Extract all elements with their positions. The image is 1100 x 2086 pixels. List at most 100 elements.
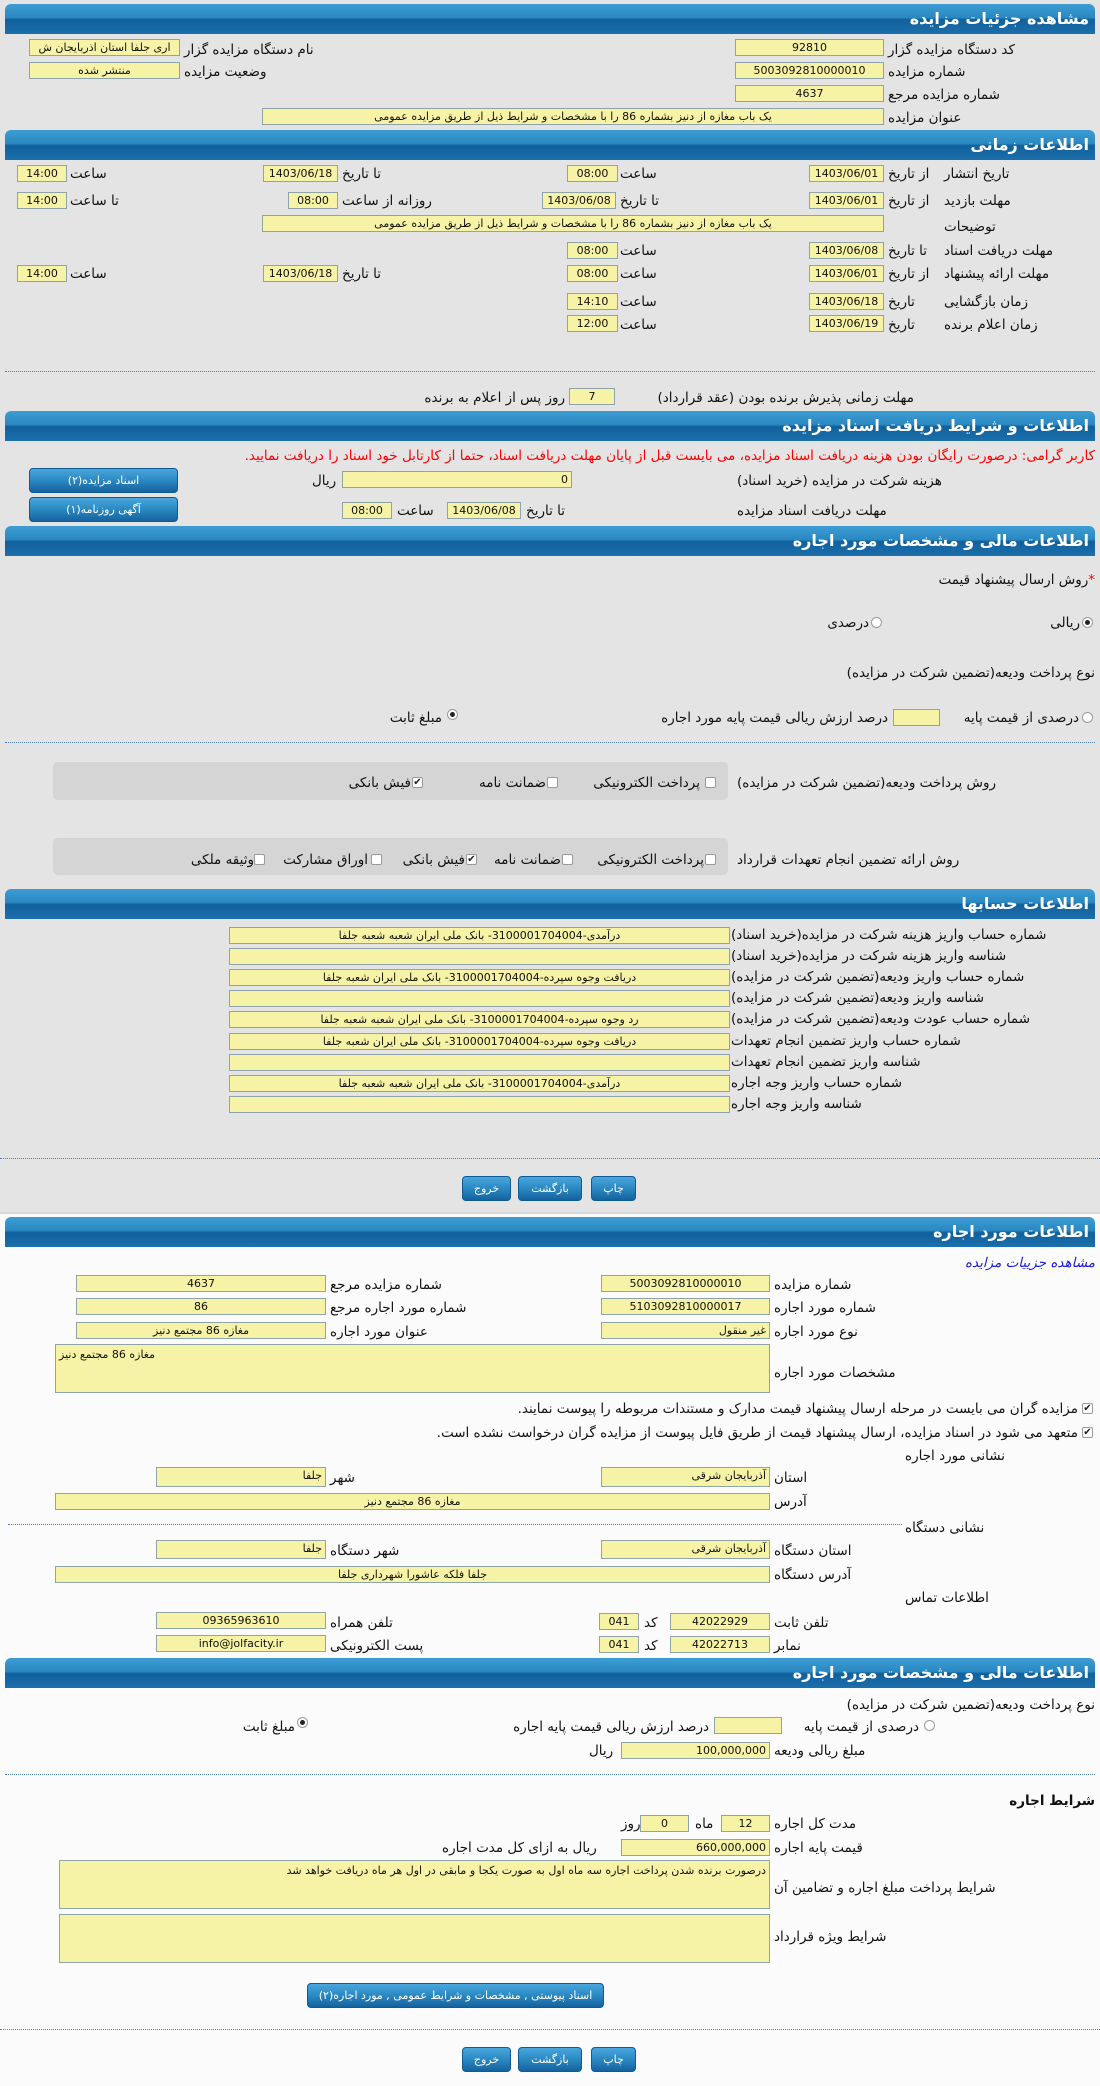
duration-months-field[interactable]: 12 [721,1815,770,1832]
account-field[interactable] [229,948,730,965]
guarantee-electronic-checkbox[interactable] [705,854,716,865]
duration-days-field[interactable]: 0 [640,1815,689,1832]
description-field[interactable]: یک باب مغازه از دنیز بشماره 86 را با مشخ… [262,215,884,232]
exit-button[interactable]: خروج [462,1176,511,1201]
opening-time[interactable]: 14:10 [567,293,618,310]
guarantee-letter-label: ضمانت نامه [493,852,561,868]
phone-field[interactable]: 42022929 [670,1613,770,1630]
auction-subject-field[interactable]: یک باب مغازه از دنیز بشماره 86 را با مشخ… [262,108,884,125]
no-file-offer-checkbox[interactable]: ✔ [1082,1427,1093,1438]
fee-field[interactable]: 0 [342,471,572,488]
account-field[interactable]: دریافت وجوه سپرده-3100001704004- بانک مل… [229,1033,730,1050]
account-field[interactable]: درآمدی-3100001704004- بانک ملی ایران شعب… [229,1075,730,1092]
account-field[interactable] [229,1054,730,1071]
account-field[interactable]: دریافت وجوه سپرده-3100001704004- بانک مل… [229,969,730,986]
offer-from-time[interactable]: 08:00 [567,265,618,282]
guarantee-bank-receipt-checkbox[interactable]: ✔ [466,854,477,865]
auction-ref-field[interactable]: 4637 [735,85,884,102]
account-label: شماره حساب واریز ودیعه(تضمین شرکت در مزا… [731,969,1025,985]
visit-to-date[interactable]: 1403/06/08 [542,192,616,209]
account-field[interactable] [229,1096,730,1113]
item-type-field[interactable]: غیر منقول [601,1322,770,1339]
auction-ref-field[interactable]: 4637 [76,1275,326,1292]
newspaper-ad-button[interactable]: آگهی روزنامه(۱) [29,497,178,522]
offer-to-time[interactable]: 14:00 [17,265,67,282]
guarantee-letter-checkbox[interactable] [562,854,573,865]
pay-electronic-checkbox[interactable] [705,777,716,788]
auction-details-link[interactable]: مشاهده جزییات مزایده [964,1255,1095,1271]
city-field[interactable]: جلفا [156,1467,326,1487]
province-field[interactable]: آذربایجان شرقی [601,1467,770,1487]
phone-code-field[interactable]: 041 [599,1613,639,1630]
percent-of-base-radio[interactable] [1082,712,1093,723]
org-address-field[interactable]: جلفا فلکه عاشورا شهرداری جلفا [55,1566,770,1583]
fax-field[interactable]: 42022713 [670,1636,770,1653]
exit-button[interactable]: خروج [462,2047,511,2072]
winner-date[interactable]: 1403/06/19 [809,315,884,332]
account-field[interactable] [229,990,730,1007]
publish-to-time[interactable]: 14:00 [17,165,67,182]
account-field[interactable]: درآمدی-3100001704004- بانک ملی ایران شعب… [229,927,730,944]
pay-bank-receipt-checkbox[interactable]: ✔ [412,777,423,788]
time-label: ساعت [620,243,657,259]
attachments-button[interactable]: اسناد پیوستی , مشخصات و شرایط عمومی , مو… [307,1983,604,2008]
fax-code-field[interactable]: 041 [599,1636,639,1653]
offer-to-date[interactable]: 1403/06/18 [263,265,338,282]
auction-status-field[interactable]: منتشر شده [29,62,180,79]
print-button[interactable]: چاپ [591,1176,636,1201]
percent-radio[interactable] [871,617,882,628]
percent-of-base-field[interactable] [893,709,940,726]
section-title: اطلاعات مالی و مشخصات مورد اجاره [792,531,1089,550]
guarantee-property-checkbox[interactable] [254,854,265,865]
base-price-field[interactable]: 660,000,000 [621,1839,770,1856]
docs-deadline-time[interactable]: 08:00 [342,502,392,519]
rial-unit: ریال [589,1743,614,1759]
opening-date[interactable]: 1403/06/18 [809,293,884,310]
payment-terms-textarea[interactable]: درصورت برنده شدن پرداخت اجاره سه ماه اول… [59,1860,770,1909]
org-province-field[interactable]: آذربایجان شرقی [601,1540,770,1559]
auction-number-field[interactable]: 5003092810000010 [601,1275,770,1292]
account-field[interactable]: رد وجوه سپرده-3100001704004- بانک ملی ای… [229,1011,730,1028]
offer-from-date[interactable]: 1403/06/01 [809,265,884,282]
acceptance-days-field[interactable]: 7 [569,388,615,405]
pay-guarantee-letter-checkbox[interactable] [547,777,558,788]
visit-daily-from-time[interactable]: 08:00 [288,192,338,209]
divider [5,371,1095,372]
print-button[interactable]: چاپ [591,2047,636,2072]
winner-time[interactable]: 12:00 [567,315,618,332]
back-button[interactable]: بازگشت [518,1176,582,1201]
visit-daily-to-time[interactable]: 14:00 [17,192,67,209]
docs-deadline-date[interactable]: 1403/06/08 [447,502,521,519]
address-field[interactable]: مغازه 86 مجتمع دنیز [55,1493,770,1510]
guarantee-bonds-checkbox[interactable] [371,854,382,865]
auction-number-field[interactable]: 5003092810000010 [735,62,884,79]
item-title-field[interactable]: مغازه 86 مجتمع دنیز [76,1322,326,1339]
percent-of-base-radio[interactable] [924,1720,935,1731]
fixed-amount-radio[interactable] [447,709,458,720]
publish-to-date[interactable]: 1403/06/18 [263,165,338,182]
fixed-amount-radio[interactable] [297,1717,308,1728]
back-button[interactable]: بازگشت [518,2047,582,2072]
item-number-label: شماره مورد اجاره [774,1300,876,1316]
visit-from-date[interactable]: 1403/06/01 [809,192,884,209]
deposit-amount-field[interactable]: 100,000,000 [621,1742,770,1759]
mobile-field[interactable]: 09365963610 [156,1612,326,1629]
org-city-field[interactable]: جلفا [156,1540,326,1559]
item-spec-textarea[interactable]: مغازه 86 مجتمع دنیز [55,1344,770,1393]
to-date-label: تا تاریخ [526,503,566,519]
publish-from-date[interactable]: 1403/06/01 [809,165,884,182]
org-code-field[interactable]: 92810 [735,39,884,56]
percent-of-base-field[interactable] [714,1717,782,1734]
special-terms-textarea[interactable] [59,1914,770,1963]
org-name-field[interactable]: اری جلفا استان اذربایجان ش [29,39,180,56]
attach-docs-checkbox[interactable]: ✔ [1082,1403,1093,1414]
rial-radio[interactable] [1082,617,1093,628]
docs-to-date[interactable]: 1403/06/08 [809,242,884,259]
docs-time[interactable]: 08:00 [567,242,618,259]
email-field[interactable]: info@jolfacity.ir [156,1635,326,1652]
item-number-field[interactable]: 5103092810000017 [601,1298,770,1315]
item-ref-field[interactable]: 86 [76,1298,326,1315]
divider [0,2029,1100,2030]
publish-from-time[interactable]: 08:00 [567,165,618,182]
auction-documents-button[interactable]: اسناد مزایده(۲) [29,468,178,493]
